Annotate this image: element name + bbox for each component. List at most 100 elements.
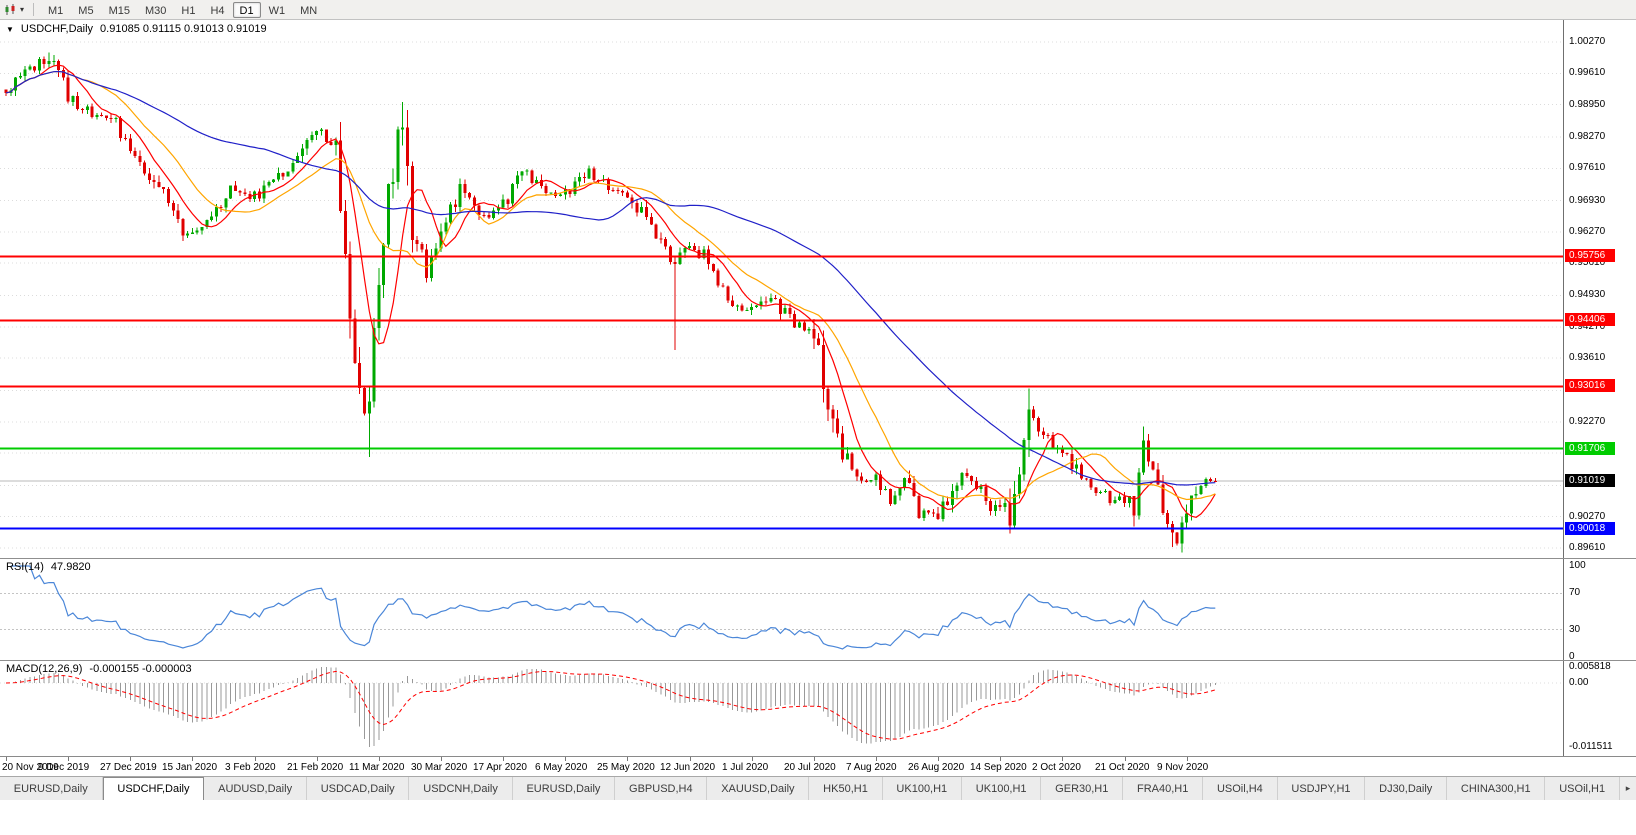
date-axis-label: 20 Jul 2020	[784, 762, 836, 773]
price-axis-label: 0.92270	[1569, 415, 1606, 427]
timeframe-button-m1[interactable]: M1	[48, 4, 64, 17]
date-tick	[1125, 757, 1126, 761]
chart-tab-china300-h1[interactable]: CHINA300,H1	[1447, 777, 1546, 800]
main-chart-canvas[interactable]	[0, 20, 1563, 558]
date-tick	[255, 757, 256, 761]
collapse-triangle-icon[interactable]: ▼	[6, 24, 14, 34]
price-level-badge: 0.93016	[1565, 379, 1615, 393]
macd-values: -0.000155 -0.000003	[89, 663, 192, 675]
timeframe-button-w1[interactable]: W1	[268, 4, 286, 17]
date-axis-label: 7 Aug 2020	[846, 762, 897, 773]
date-tick	[379, 757, 380, 761]
timeframe-button-m30[interactable]: M30	[144, 4, 167, 17]
rsi-axis-label: 30	[1569, 623, 1581, 635]
date-axis[interactable]: 20 Nov 2019 9 Dec 2019 27 Dec 2019 15 Jan 2…	[0, 756, 1636, 776]
price-level-badge: 0.90018	[1565, 521, 1615, 535]
date-tick	[317, 757, 318, 761]
chart-tab-audusd-daily[interactable]: AUDUSD,Daily	[204, 777, 307, 800]
rsi-title: RSI(14)	[6, 561, 44, 573]
date-axis-label: 21 Oct 2020	[1095, 762, 1150, 773]
macd-axis-label: 0.005818	[1569, 660, 1611, 672]
date-axis-label: 15 Jan 2020	[162, 762, 218, 773]
date-axis-label: 2 Oct 2020	[1032, 762, 1081, 773]
price-axis-label: 0.93610	[1569, 352, 1606, 364]
chart-tab-uk100-h1[interactable]: UK100,H1	[882, 777, 962, 800]
chart-title: ▼ USDCHF,Daily 0.91085 0.91115 0.91013 0…	[6, 23, 267, 35]
chart-tab-usoil-h1[interactable]: USOil,H1	[1545, 777, 1620, 800]
macd-title-row: MACD(12,26,9) -0.000155 -0.000003	[6, 663, 192, 675]
rsi-canvas	[0, 565, 1563, 650]
date-tick	[565, 757, 566, 761]
date-axis-label: 3 Feb 2020	[225, 762, 276, 773]
chart-tab-fra40-h1[interactable]: FRA40,H1	[1123, 777, 1204, 800]
price-level-badge: 0.94406	[1565, 313, 1615, 327]
price-axis-label: 0.96270	[1569, 225, 1606, 237]
date-tick	[752, 757, 753, 761]
date-axis-label: 27 Dec 2019	[100, 762, 157, 773]
date-tick	[690, 757, 691, 761]
timeframe-button-m15[interactable]: M15	[108, 4, 130, 17]
rsi-axis-label: 70	[1569, 587, 1581, 599]
chart-tab-dj30-daily[interactable]: DJ30,Daily	[1365, 777, 1448, 800]
price-axis-label: 0.97610	[1569, 162, 1606, 174]
price-axis-label: 0.95610	[1569, 257, 1606, 269]
chart-tab-usoil-h4[interactable]: USOil,H4	[1203, 777, 1278, 800]
chart-symbol-label: USDCHF,Daily	[20, 23, 94, 35]
date-axis-label: 30 Mar 2020	[411, 762, 468, 773]
date-tick	[503, 757, 504, 761]
timeframe-button-d1[interactable]: D1	[232, 1, 261, 18]
pane-divider[interactable]	[0, 660, 1636, 661]
timeframe-button-h4[interactable]: H4	[210, 4, 225, 17]
chart-tab-usdcnh-daily[interactable]: USDCNH,Daily	[409, 777, 513, 800]
rsi-axis-label: 100	[1569, 560, 1586, 571]
chart-tab-uk100-h1[interactable]: UK100,H1	[962, 777, 1042, 800]
date-axis-label: 25 May 2020	[597, 762, 655, 773]
timeframe-buttons: M1 M5 M15 M30 H1 H4 D1 W1 MN	[41, 1, 324, 18]
tab-scroll-right-icon[interactable]: ▸	[1625, 783, 1631, 793]
date-axis-label: 20 Nov 2019	[2, 762, 59, 773]
chart-tab-usdchf-daily[interactable]: USDCHF,Daily	[102, 777, 205, 800]
macd-axis-label: 0.00	[1569, 676, 1589, 688]
date-axis-label: 21 Feb 2020	[287, 762, 344, 773]
macd-pane[interactable]: MACD(12,26,9) -0.000155 -0.000003	[0, 660, 1563, 756]
chart-tab-gbpusd-h4[interactable]: GBPUSD,H4	[615, 777, 708, 800]
pane-divider[interactable]	[0, 558, 1636, 559]
date-tick	[68, 757, 69, 761]
date-tick	[192, 757, 193, 761]
chart-tab-usdcad-daily[interactable]: USDCAD,Daily	[306, 777, 410, 800]
date-tick	[876, 757, 877, 761]
chart-tab-bar: EURUSD,Daily USDCHF,Daily AUDUSD,Daily USDC…	[0, 776, 1636, 800]
timeframe-button-m5[interactable]: M5	[78, 4, 94, 17]
macd-title: MACD(12,26,9)	[6, 663, 83, 675]
rsi-pane[interactable]: RSI(14) 47.9820	[0, 558, 1563, 660]
rsi-value: 47.9820	[50, 561, 91, 573]
timeframe-button-h1[interactable]: H1	[181, 4, 196, 17]
date-axis-label: 6 May 2020	[535, 762, 588, 773]
chart-tab-xauusd-daily[interactable]: XAUUSD,Daily	[707, 777, 810, 800]
chart-type-icon[interactable]	[4, 3, 18, 16]
dropdown-caret-icon[interactable]: ▾	[20, 5, 25, 14]
chart-tab-eurusd-daily[interactable]: EURUSD,Daily	[0, 777, 103, 800]
price-axis[interactable]: 1.00270 0.99610 0.98950 0.98270 0.97610 0.969…	[1563, 20, 1636, 756]
date-tick	[6, 757, 7, 761]
chart-ohlc-values: 0.91085 0.91115 0.91013 0.91019	[100, 23, 267, 35]
chart-tab-hk50-h1[interactable]: HK50,H1	[809, 777, 883, 800]
chart-tab-ger30-h1[interactable]: GER30,H1	[1041, 777, 1124, 800]
rsi-title-row: RSI(14) 47.9820	[6, 561, 91, 573]
date-axis-label: 17 Apr 2020	[473, 762, 527, 773]
timeframe-toolbar: ▾ M1 M5 M15 M30 H1 H4 D1 W1 MN	[0, 0, 1636, 20]
date-axis-label: 9 Nov 2020	[1157, 762, 1209, 773]
date-axis-label: 11 Mar 2020	[349, 762, 405, 773]
macd-canvas	[0, 666, 1563, 748]
price-axis-label: 0.90270	[1569, 510, 1606, 522]
date-axis-label: 26 Aug 2020	[908, 762, 965, 773]
price-chart-pane[interactable]: ▼ USDCHF,Daily 0.91085 0.91115 0.91013 0…	[0, 20, 1563, 558]
chart-tab-eurusd-daily[interactable]: EURUSD,Daily	[512, 777, 616, 800]
chart-tab-usdjpy-h1[interactable]: USDJPY,H1	[1277, 777, 1366, 800]
toolbar-separator	[33, 3, 35, 16]
date-axis-label: 9 Dec 2019	[38, 762, 90, 773]
date-tick	[814, 757, 815, 761]
current-price-badge: 0.91019	[1565, 474, 1615, 488]
date-tick	[1062, 757, 1063, 761]
timeframe-button-mn[interactable]: MN	[300, 4, 318, 17]
